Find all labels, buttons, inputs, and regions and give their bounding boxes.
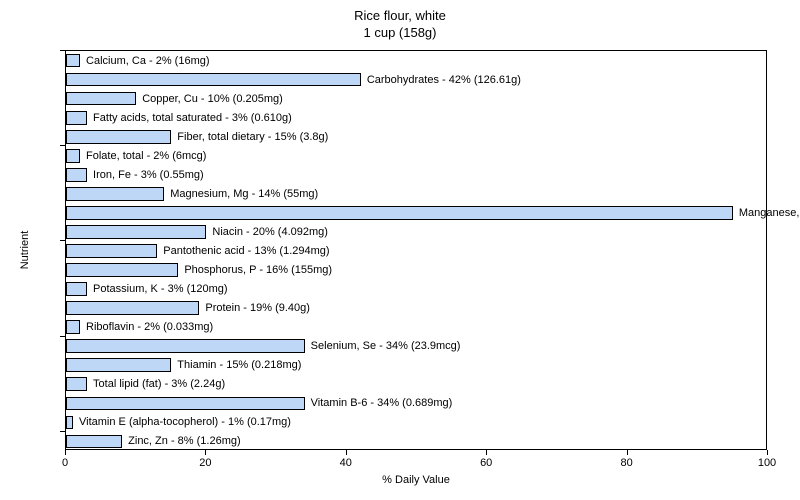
y-tick (60, 145, 65, 146)
bar (66, 244, 157, 258)
bar (66, 130, 171, 144)
bar (66, 187, 164, 201)
bar (66, 301, 199, 315)
bar-label: Fiber, total dietary - 15% (3.8g) (177, 131, 328, 143)
bar-label: Magnesium, Mg - 14% (55mg) (170, 188, 318, 200)
y-axis-label: Nutrient (19, 231, 31, 270)
bar (66, 149, 80, 163)
bar-label: Selenium, Se - 34% (23.9mcg) (311, 340, 461, 352)
title-line-2: 1 cup (158g) (0, 25, 800, 42)
bar (66, 263, 178, 277)
title-line-1: Rice flour, white (0, 8, 800, 25)
x-tick (767, 450, 768, 455)
bar-label: Zinc, Zn - 8% (1.26mg) (128, 435, 240, 447)
plot-area: Calcium, Ca - 2% (16mg) Carbohydrates - 4… (65, 50, 767, 450)
bar (66, 92, 136, 106)
bar (66, 339, 305, 353)
x-tick (486, 450, 487, 455)
bar (66, 225, 206, 239)
bar-label: Thiamin - 15% (0.218mg) (177, 359, 301, 371)
bar-label: Potassium, K - 3% (120mg) (93, 283, 228, 295)
chart-title: Rice flour, white 1 cup (158g) (0, 0, 800, 42)
bar (66, 206, 733, 220)
bar-label: Vitamin B-6 - 34% (0.689mg) (311, 397, 453, 409)
bar (66, 358, 171, 372)
bar (66, 435, 122, 449)
y-tick (60, 431, 65, 432)
bar-label: Fatty acids, total saturated - 3% (0.610… (93, 112, 292, 124)
x-tick (346, 450, 347, 455)
x-tick-label: 100 (758, 457, 776, 469)
bar-label: Phosphorus, P - 16% (155mg) (184, 264, 332, 276)
x-tick (65, 450, 66, 455)
bar-label: Iron, Fe - 3% (0.55mg) (93, 169, 204, 181)
bar (66, 282, 87, 296)
bar-label: Niacin - 20% (4.092mg) (212, 226, 328, 238)
x-tick-label: 0 (62, 457, 68, 469)
bar (66, 73, 361, 87)
y-tick (60, 240, 65, 241)
bar (66, 377, 87, 391)
x-tick-label: 40 (340, 457, 352, 469)
bar-label: Protein - 19% (9.40g) (205, 302, 310, 314)
bar-label: Folate, total - 2% (6mcg) (86, 150, 206, 162)
x-tick-label: 80 (620, 457, 632, 469)
nutrient-chart: Rice flour, white 1 cup (158g) Calcium, … (0, 0, 800, 500)
x-tick-label: 20 (199, 457, 211, 469)
y-tick (60, 50, 65, 51)
x-tick-label: 60 (480, 457, 492, 469)
x-tick (205, 450, 206, 455)
bar (66, 416, 73, 430)
bar-label: Pantothenic acid - 13% (1.294mg) (163, 245, 329, 257)
bar (66, 111, 87, 125)
y-tick (60, 336, 65, 337)
bar (66, 54, 80, 68)
bar-label: Calcium, Ca - 2% (16mg) (86, 55, 209, 67)
bar-label: Vitamin E (alpha-tocopherol) - 1% (0.17m… (79, 416, 291, 428)
x-tick (627, 450, 628, 455)
x-axis-label: % Daily Value (382, 474, 450, 486)
bar-label: Carbohydrates - 42% (126.61g) (367, 74, 521, 86)
bar-label: Copper, Cu - 10% (0.205mg) (142, 93, 283, 105)
bar-label: Total lipid (fat) - 3% (2.24g) (93, 378, 225, 390)
bar (66, 397, 305, 411)
bar-label: Riboflavin - 2% (0.033mg) (86, 321, 213, 333)
bar-label: Manganese, Mn - 95% (1.896mg) (739, 207, 800, 219)
bar (66, 168, 87, 182)
bar (66, 320, 80, 334)
